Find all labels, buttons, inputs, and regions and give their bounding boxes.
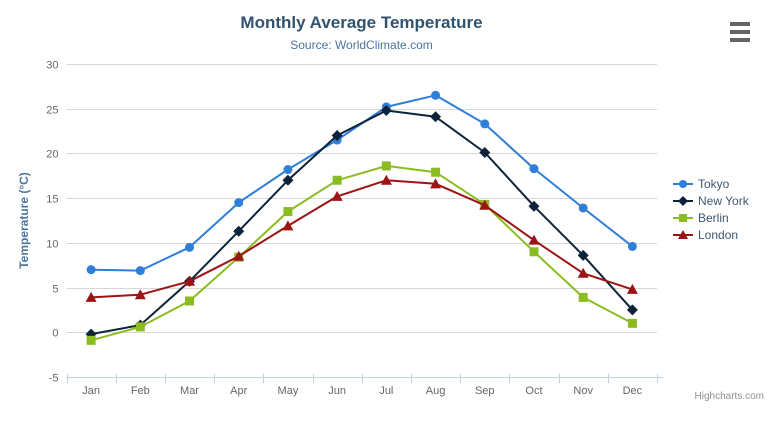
- legend-item-tokyo[interactable]: Tokyo: [672, 177, 749, 191]
- series-line-berlin: [90, 164, 634, 342]
- x-axis-label-Jan: Jan: [82, 385, 100, 397]
- point-new-york-May[interactable]: [282, 174, 294, 186]
- point-tokyo-Dec[interactable]: [627, 241, 637, 251]
- series-line-tokyo: [90, 94, 634, 272]
- y-axis-label-30: 30: [46, 60, 58, 72]
- point-berlin-Oct[interactable]: [529, 247, 539, 257]
- point-tokyo-Jan[interactable]: [86, 265, 96, 275]
- x-axis-label-Sep: Sep: [475, 385, 495, 397]
- point-tokyo-May[interactable]: [283, 165, 293, 175]
- triangle-icon: [673, 230, 693, 239]
- point-berlin-Aug[interactable]: [431, 167, 441, 177]
- legend-label-london: London: [698, 228, 739, 242]
- legend-marker-london[interactable]: [678, 230, 688, 239]
- y-axis-label-0: 0: [52, 328, 58, 340]
- point-berlin-Nov[interactable]: [578, 292, 588, 302]
- point-tokyo-Aug[interactable]: [431, 90, 441, 100]
- point-new-york-Apr[interactable]: [233, 225, 245, 237]
- point-new-york-Nov[interactable]: [577, 249, 589, 261]
- hamburger-icon: [730, 22, 750, 26]
- y-axis-label--5: -5: [49, 373, 59, 385]
- x-axis-label-Feb: Feb: [131, 385, 150, 397]
- point-berlin-Dec[interactable]: [627, 318, 637, 328]
- export-menu-button[interactable]: [730, 22, 751, 42]
- legend-item-london[interactable]: London: [672, 228, 749, 242]
- hamburger-icon: [730, 38, 750, 42]
- legend-label-tokyo: Tokyo: [698, 177, 730, 191]
- point-new-york-Aug[interactable]: [430, 111, 442, 123]
- point-new-york-Oct[interactable]: [528, 200, 540, 212]
- x-axis-label-May: May: [278, 385, 299, 397]
- y-axis-label-15: 15: [46, 194, 58, 206]
- point-new-york-Jul[interactable]: [380, 105, 392, 117]
- point-new-york-Dec[interactable]: [626, 304, 638, 316]
- point-berlin-Mar[interactable]: [185, 296, 195, 306]
- legend-item-new-york[interactable]: New York: [672, 194, 749, 208]
- point-london-Mar[interactable]: [184, 275, 196, 286]
- point-london-Jul[interactable]: [380, 174, 392, 185]
- point-london-May[interactable]: [282, 220, 294, 231]
- legend-label-berlin: Berlin: [698, 211, 729, 225]
- square-icon: [673, 214, 693, 222]
- point-berlin-Feb[interactable]: [135, 322, 145, 332]
- point-new-york-Jun[interactable]: [331, 130, 343, 142]
- x-axis-label-Mar: Mar: [180, 385, 199, 397]
- legend-marker-new-york[interactable]: [678, 196, 688, 206]
- circle-icon: [673, 180, 693, 188]
- credits-link[interactable]: Highcharts.com: [694, 391, 764, 402]
- point-london-Aug[interactable]: [430, 178, 442, 189]
- y-axis-title: Temperature (°C): [17, 172, 31, 269]
- y-axis-label-10: 10: [46, 239, 58, 251]
- point-london-Sep[interactable]: [479, 199, 491, 210]
- point-berlin-Jan[interactable]: [86, 335, 96, 345]
- point-london-Dec[interactable]: [626, 283, 638, 294]
- point-tokyo-Feb[interactable]: [135, 266, 145, 276]
- point-tokyo-Mar[interactable]: [185, 242, 195, 252]
- chart-subtitle: Source: WorldClimate.com: [290, 38, 433, 52]
- x-axis-label-Oct: Oct: [525, 385, 542, 397]
- point-tokyo-Apr[interactable]: [234, 198, 244, 208]
- point-berlin-Jul[interactable]: [381, 161, 391, 171]
- point-london-Jan[interactable]: [85, 291, 97, 302]
- point-london-Jun[interactable]: [331, 190, 343, 201]
- chart-title: Monthly Average Temperature: [240, 13, 483, 32]
- legend-item-berlin[interactable]: Berlin: [672, 211, 749, 225]
- y-axis-label-20: 20: [46, 149, 58, 161]
- x-axis-label-Dec: Dec: [623, 385, 643, 397]
- y-axis-label-5: 5: [52, 284, 58, 296]
- x-axis-label-Aug: Aug: [426, 385, 446, 397]
- x-axis-label-Jun: Jun: [328, 385, 346, 397]
- point-berlin-Jun[interactable]: [332, 175, 342, 185]
- point-tokyo-Oct[interactable]: [529, 164, 539, 174]
- x-axis-label-Nov: Nov: [573, 385, 593, 397]
- diamond-icon: [673, 196, 693, 206]
- point-berlin-May[interactable]: [283, 207, 293, 217]
- hamburger-icon: [730, 30, 750, 34]
- legend-marker-berlin[interactable]: [679, 214, 687, 222]
- legend-marker-tokyo[interactable]: [679, 180, 687, 188]
- series-line-new-york: [90, 109, 634, 336]
- x-axis-label-Jul: Jul: [379, 385, 393, 397]
- point-london-Nov[interactable]: [577, 267, 589, 278]
- point-tokyo-Sep[interactable]: [480, 119, 490, 129]
- point-london-Feb[interactable]: [134, 289, 146, 300]
- x-axis-label-Apr: Apr: [230, 385, 247, 397]
- y-axis-label-25: 25: [46, 105, 58, 117]
- point-london-Oct[interactable]: [528, 234, 540, 245]
- legend: Tokyo New York Berlin London: [672, 177, 749, 242]
- point-tokyo-Nov[interactable]: [578, 203, 588, 213]
- point-london-Apr[interactable]: [233, 250, 245, 261]
- legend-label-new-york: New York: [698, 194, 749, 208]
- series-line-london: [90, 179, 634, 299]
- point-new-york-Sep[interactable]: [479, 147, 491, 159]
